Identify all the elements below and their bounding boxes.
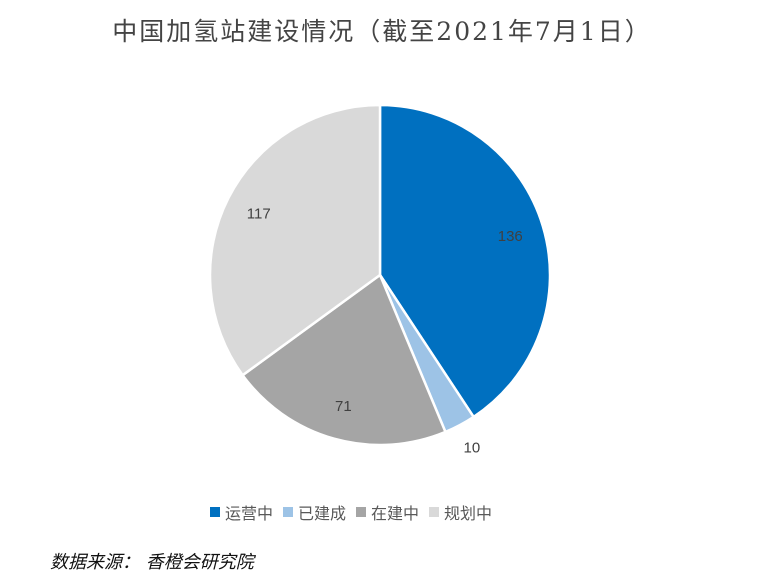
legend-label: 已建成 xyxy=(298,504,347,523)
data-label: 136 xyxy=(498,228,523,245)
legend: 运营中 已建成 在建中 规划中 xyxy=(210,500,492,524)
legend-swatch xyxy=(210,507,220,517)
legend-label: 运营中 xyxy=(225,504,274,523)
data-label: 117 xyxy=(247,205,271,222)
source-note: 数据来源： 香橙会研究院 xyxy=(50,552,254,573)
data-label: 10 xyxy=(464,440,481,457)
legend-item: 已建成 xyxy=(283,500,346,524)
legend-item: 在建中 xyxy=(356,500,419,524)
legend-label: 在建中 xyxy=(371,504,420,523)
legend-label: 规划中 xyxy=(444,504,493,523)
legend-swatch xyxy=(356,507,367,517)
legend-item: 规划中 xyxy=(429,500,492,524)
legend-item: 运营中 xyxy=(210,500,273,524)
data-label: 71 xyxy=(335,398,352,415)
chart-title: 中国加氢站建设情况（截至2021年7月1日） xyxy=(112,17,652,46)
legend-swatch xyxy=(283,507,294,517)
pie-slice-2 xyxy=(240,273,448,447)
legend-swatch xyxy=(429,507,440,517)
pie-slice-3 xyxy=(208,103,382,377)
